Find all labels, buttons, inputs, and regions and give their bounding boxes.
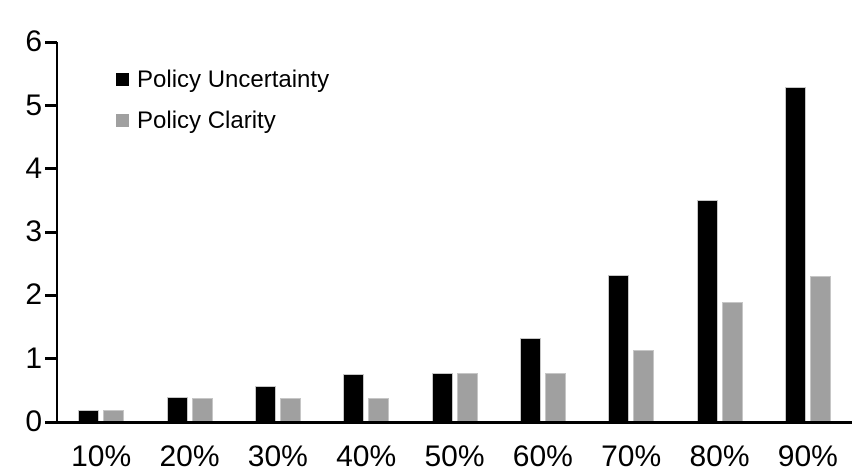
bar-policy-uncertainty-90 <box>784 87 806 422</box>
bar-policy-uncertainty-50 <box>431 373 453 422</box>
x-axis-label-70: 70% <box>601 440 662 473</box>
legend-swatch-policy-uncertainty-icon <box>116 73 129 86</box>
x-axis-label-30: 30% <box>247 440 308 473</box>
y-axis-label-3: 3 <box>25 215 42 249</box>
y-tick-4 <box>45 167 57 171</box>
bar-policy-clarity-30 <box>279 398 301 422</box>
bar-policy-uncertainty-60 <box>519 338 541 422</box>
bar-policy-clarity-60 <box>544 373 566 422</box>
y-axis-label-0: 0 <box>25 405 42 438</box>
x-axis-label-40: 40% <box>336 440 397 473</box>
bar-policy-uncertainty-40 <box>343 374 365 422</box>
x-axis-line <box>56 421 852 424</box>
bar-policy-clarity-80 <box>721 302 743 422</box>
x-axis-label-50: 50% <box>424 440 485 473</box>
bar-policy-uncertainty-70 <box>608 275 630 422</box>
bar-policy-uncertainty-80 <box>696 200 718 422</box>
bar-policy-clarity-20 <box>191 398 213 422</box>
y-axis-label-6: 6 <box>25 25 42 59</box>
bar-policy-uncertainty-30 <box>254 386 276 422</box>
y-tick-2 <box>45 293 57 297</box>
bar-policy-clarity-40 <box>368 398 390 422</box>
bar-policy-uncertainty-20 <box>166 397 188 422</box>
bar-policy-clarity-90 <box>809 276 831 422</box>
y-tick-5 <box>45 104 57 107</box>
x-axis-label-20: 20% <box>159 440 220 473</box>
legend-swatch-policy-clarity-icon <box>116 114 129 127</box>
legend-label-policy-clarity: Policy Clarity <box>137 107 276 134</box>
y-tick-1 <box>45 357 57 361</box>
y-axis-label-2: 2 <box>25 278 42 312</box>
bar-policy-clarity-50 <box>456 373 478 422</box>
x-axis-label-10: 10% <box>71 440 132 473</box>
y-axis-label-5: 5 <box>25 88 42 122</box>
legend: Policy Uncertainty Policy Clarity <box>116 66 329 148</box>
y-axis-label-4: 4 <box>25 151 42 185</box>
y-axis-line <box>56 42 58 424</box>
y-tick-3 <box>45 230 57 234</box>
x-axis-label-90: 90% <box>777 440 838 473</box>
legend-item-policy-uncertainty: Policy Uncertainty <box>116 66 329 93</box>
y-tick-0 <box>45 420 57 424</box>
legend-item-policy-clarity: Policy Clarity <box>116 107 329 134</box>
x-axis-label-80: 80% <box>689 440 750 473</box>
bar-policy-clarity-70 <box>633 350 655 422</box>
legend-label-policy-uncertainty: Policy Uncertainty <box>137 66 330 93</box>
y-axis-label-1: 1 <box>25 341 42 375</box>
x-axis-label-60: 60% <box>512 440 573 473</box>
y-tick-6 <box>45 40 57 44</box>
